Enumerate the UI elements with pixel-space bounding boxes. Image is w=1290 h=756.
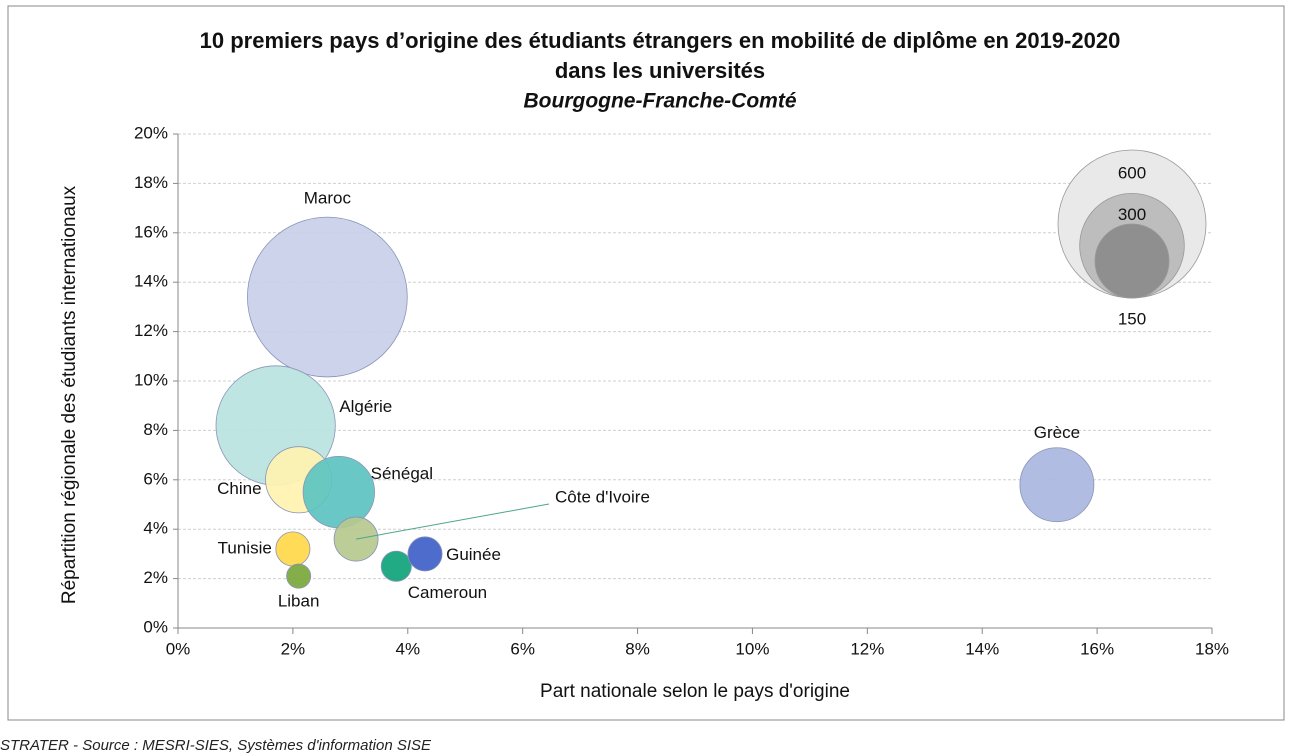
point-label: Côte d'Ivoire xyxy=(555,487,650,506)
bubble xyxy=(333,516,379,562)
x-tick-label: 10% xyxy=(735,639,769,658)
bubble xyxy=(1019,447,1095,523)
x-tick-label: 14% xyxy=(965,639,999,658)
x-tick-label: 6% xyxy=(510,639,535,658)
size-legend-label: 150 xyxy=(1118,309,1146,328)
y-tick-label: 0% xyxy=(143,617,168,636)
y-tick-label: 4% xyxy=(143,519,168,538)
bubble xyxy=(275,531,311,567)
point-label: Grèce xyxy=(1034,423,1080,442)
source-note: STRATER - Source : MESRI-SIES, Systèmes … xyxy=(0,737,432,754)
point-label: Liban xyxy=(278,592,320,611)
x-tick-label: 16% xyxy=(1080,639,1114,658)
chart-title: 10 premiers pays d’origine des étudiants… xyxy=(200,28,1121,53)
size-legend-label: 600 xyxy=(1118,163,1146,182)
y-tick-label: 16% xyxy=(134,222,168,241)
y-tick-label: 12% xyxy=(134,321,168,340)
x-tick-label: 8% xyxy=(625,639,650,658)
y-tick-label: 8% xyxy=(143,420,168,439)
chart-title-line2: dans les universités xyxy=(555,58,765,83)
bubble xyxy=(247,216,408,378)
x-tick-label: 12% xyxy=(850,639,884,658)
chart-frame xyxy=(7,5,1285,721)
point-label: Sénégal xyxy=(371,464,433,483)
x-tick-label: 18% xyxy=(1195,639,1229,658)
bubble xyxy=(380,550,412,582)
size-legend-bubble xyxy=(1094,223,1170,299)
x-axis-label: Part nationale selon le pays d'origine xyxy=(540,681,850,702)
x-tick-label: 0% xyxy=(166,639,191,658)
point-label: Cameroun xyxy=(408,583,487,602)
point-label: Algérie xyxy=(339,397,392,416)
y-tick-label: 18% xyxy=(134,173,168,192)
y-axis-label: Répartition régionale des étudiants inte… xyxy=(59,185,80,604)
y-tick-label: 2% xyxy=(143,568,168,587)
y-tick-label: 14% xyxy=(134,272,168,291)
x-tick-label: 4% xyxy=(395,639,420,658)
bubble xyxy=(407,536,443,572)
point-label: Tunisie xyxy=(218,538,272,557)
point-label: Guinée xyxy=(446,545,501,564)
y-tick-label: 10% xyxy=(134,370,168,389)
chart-subtitle: Bourgogne-Franche-Comté xyxy=(524,90,797,113)
bubble xyxy=(302,456,375,529)
point-label: Chine xyxy=(217,479,261,498)
point-label: Maroc xyxy=(304,189,352,208)
y-tick-label: 20% xyxy=(134,123,168,142)
bubble xyxy=(286,563,312,589)
leader-line xyxy=(355,503,550,540)
x-tick-label: 2% xyxy=(281,639,306,658)
y-tick-label: 6% xyxy=(143,469,168,488)
size-legend-label: 300 xyxy=(1118,205,1146,224)
